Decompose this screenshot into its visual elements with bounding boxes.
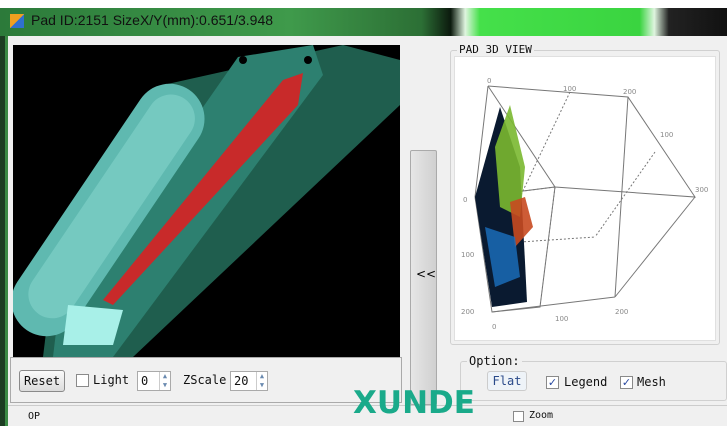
legend-checkbox[interactable]: ✓: [546, 376, 559, 389]
surface-low: [485, 227, 520, 287]
app-icon: [10, 14, 24, 28]
op-label: OP: [28, 411, 41, 422]
bottom-panel: OP Zoom: [8, 405, 727, 426]
collapse-label: <<: [416, 267, 437, 281]
tick: 100: [563, 85, 576, 93]
flat-button[interactable]: Flat: [487, 371, 527, 391]
reset-button[interactable]: Reset: [19, 370, 65, 392]
light-label: Light: [93, 373, 130, 387]
tick: 200: [623, 88, 636, 96]
zscale-stepper[interactable]: 20 ▲ ▼: [230, 371, 268, 391]
zscale-label: ZScale: [183, 373, 227, 387]
collapse-panel-button[interactable]: <<: [410, 150, 437, 405]
light-value: 0: [141, 374, 149, 388]
option-label: Option:: [467, 354, 522, 368]
option-group: Option:: [460, 354, 727, 401]
pad-3d-view-group: PAD 3D VIEW: [450, 43, 720, 345]
3d-plot[interactable]: 0 100 200 100 300 0 100 200 0 100 200: [454, 56, 716, 341]
spin-arrows-icon[interactable]: ▲ ▼: [256, 372, 267, 390]
light-checkbox[interactable]: [76, 374, 89, 387]
tick: 300: [695, 186, 708, 194]
tick: 200: [461, 308, 474, 316]
light-stepper[interactable]: 0 ▲ ▼: [137, 371, 171, 391]
zoom-label: Zoom: [529, 410, 554, 421]
tick: 200: [615, 308, 628, 316]
3d-plot-svg: 0 100 200 100 300 0 100 200 0 100 200: [461, 77, 708, 331]
mesh-checkbox[interactable]: ✓: [620, 376, 633, 389]
tick: 0: [487, 77, 491, 85]
tick: 0: [492, 323, 496, 331]
legend-label: Legend: [564, 375, 608, 389]
view-controls: Reset Light 0 ▲ ▼ ZScale 20 ▲ ▼: [10, 357, 402, 403]
surface-peak: [495, 105, 525, 217]
tick: 100: [555, 315, 568, 323]
watermark-logo: XUNDE: [353, 385, 475, 421]
zoom-checkbox[interactable]: [513, 411, 524, 422]
tick: 0: [463, 196, 467, 204]
tick: 100: [660, 131, 673, 139]
tick: 100: [461, 251, 474, 259]
title-bar: Pad ID:2151 SizeX/Y(mm):0.651/3.948: [0, 0, 727, 36]
pad-image-view[interactable]: [13, 45, 400, 357]
spin-arrows-icon[interactable]: ▲ ▼: [159, 372, 170, 390]
mesh-label: Mesh: [637, 375, 666, 389]
surface-high: [510, 197, 533, 247]
pad-image: [13, 45, 400, 357]
pad-3d-view-label: PAD 3D VIEW: [457, 43, 534, 56]
window-title: Pad ID:2151 SizeX/Y(mm):0.651/3.948: [31, 12, 274, 28]
zscale-value: 20: [234, 374, 249, 388]
